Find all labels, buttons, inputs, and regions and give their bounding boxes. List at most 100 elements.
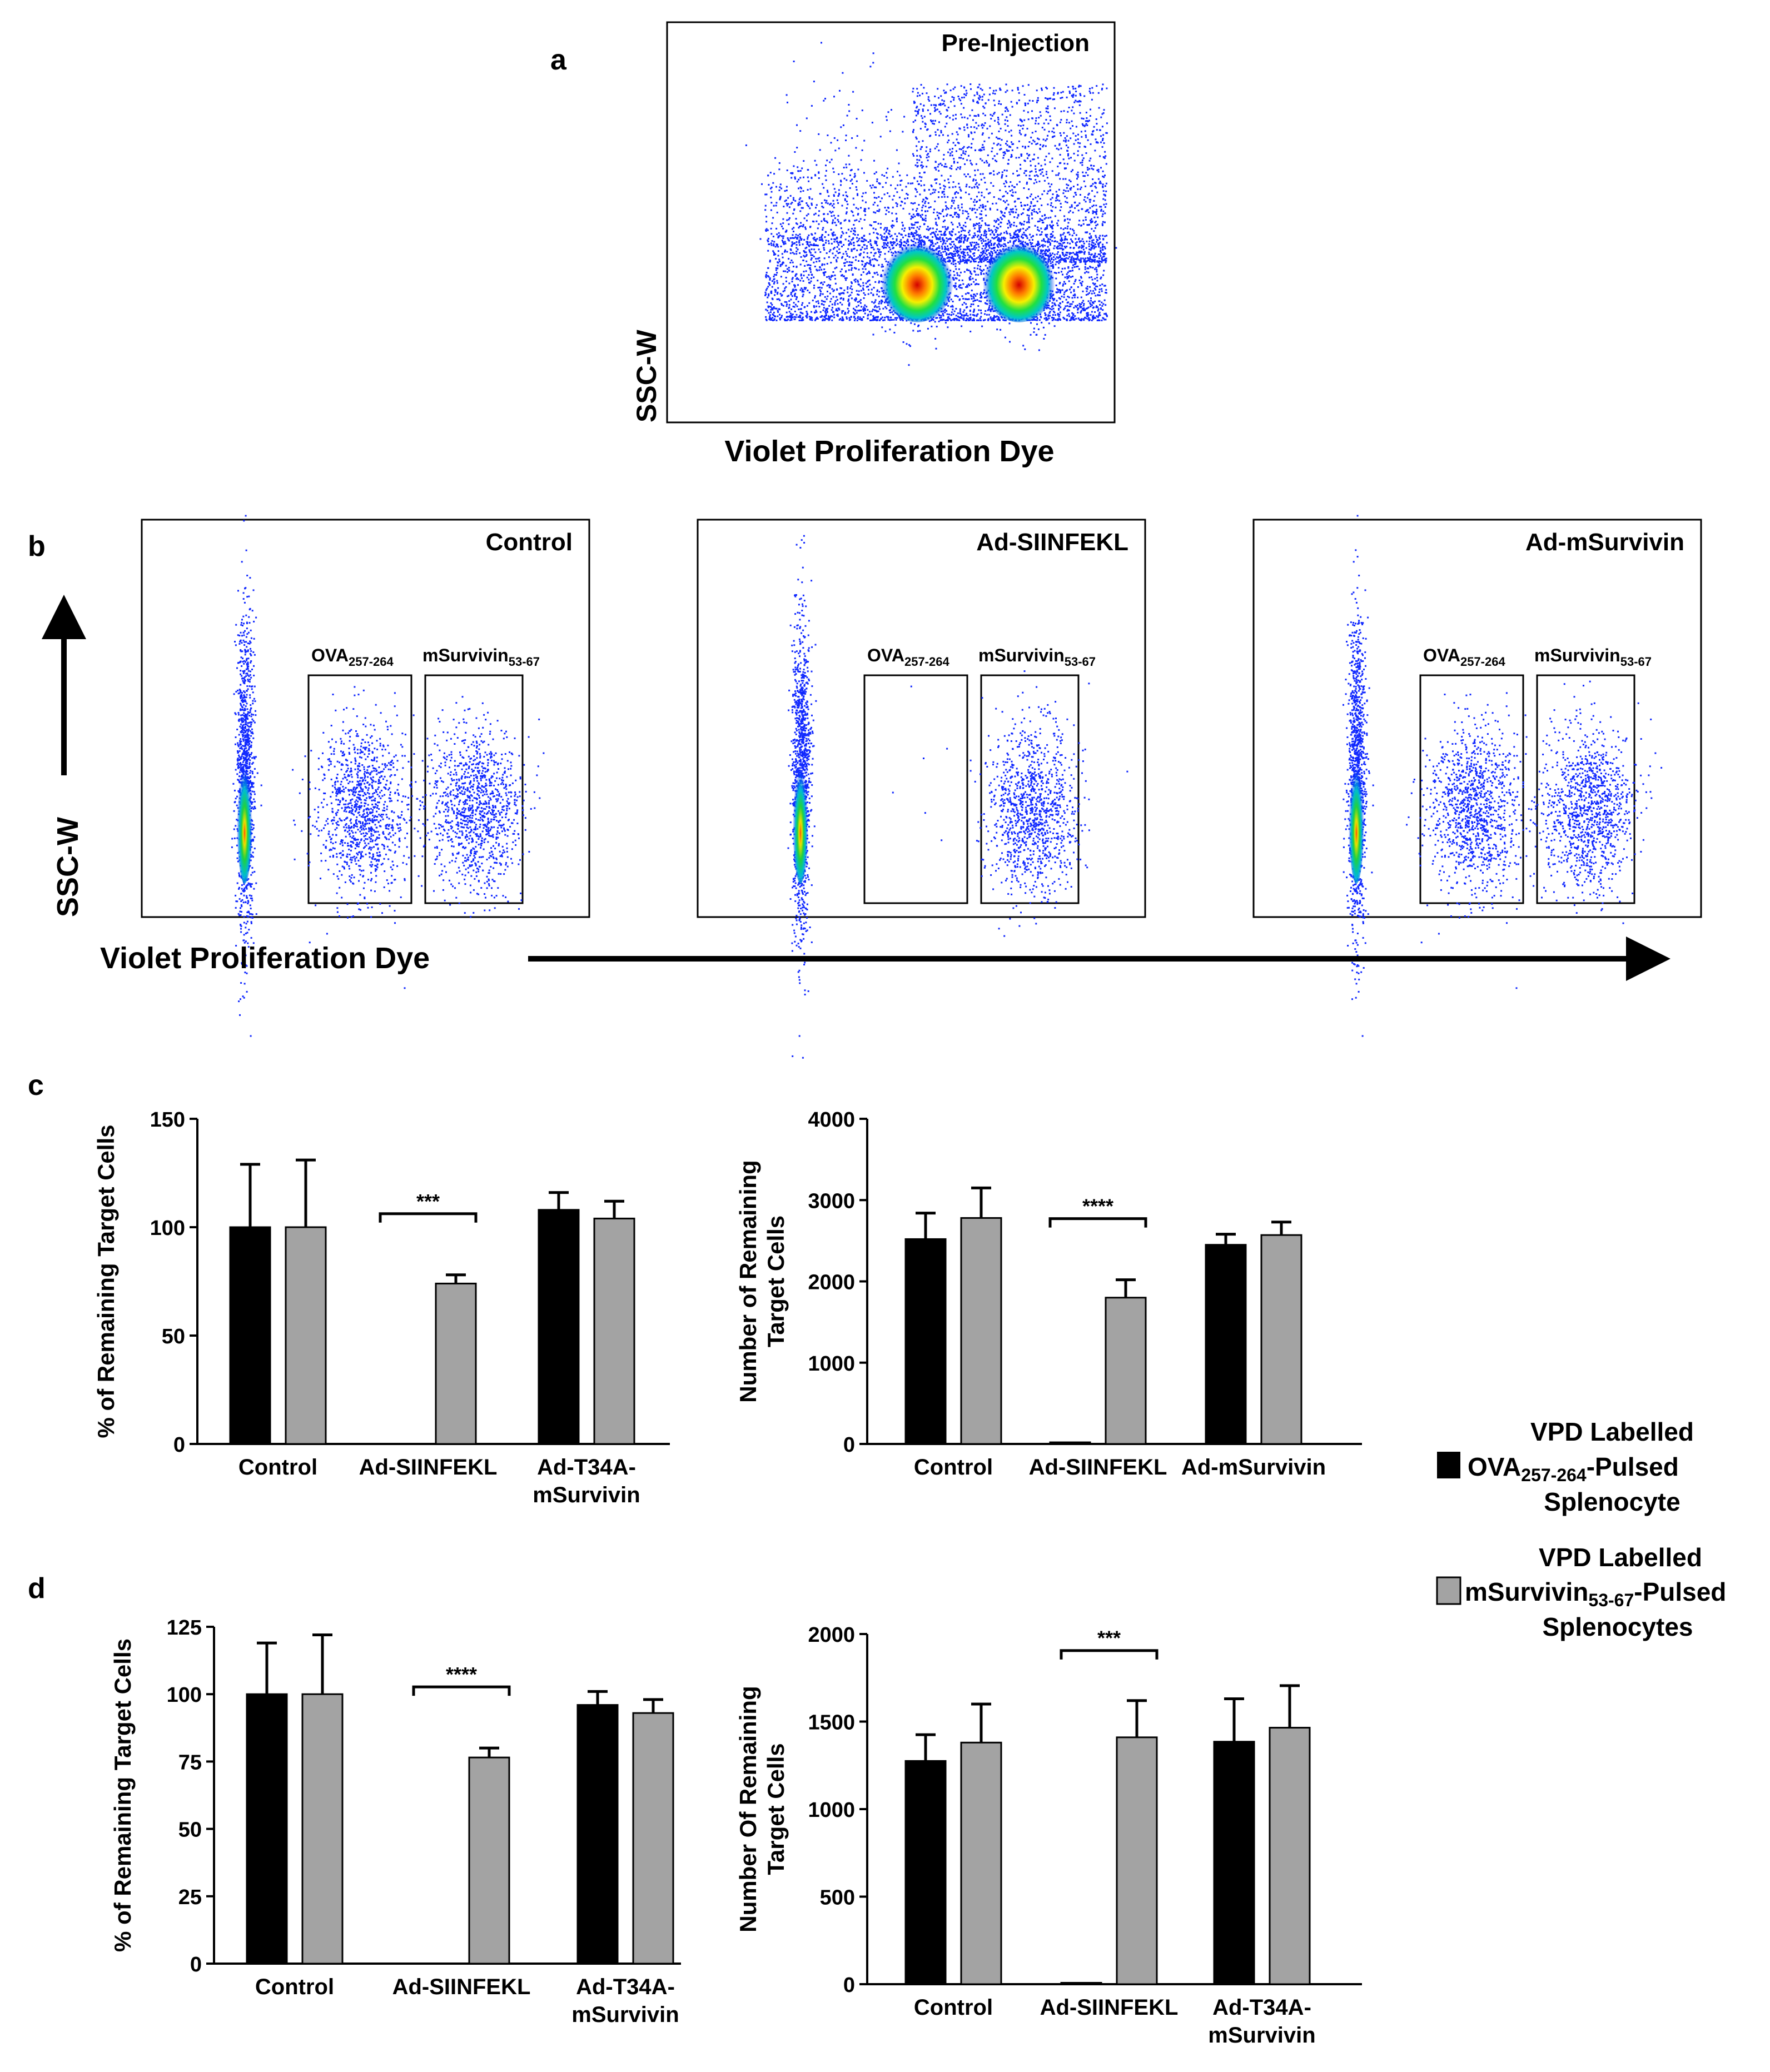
gate-ova-label: OVA257-264 (867, 645, 949, 669)
category-label: Ad-SIINFEKL (392, 1975, 531, 1999)
panel-letter-c: c (28, 1069, 44, 1102)
gate-msurvivin (424, 674, 524, 904)
panel-a-xlabel: Violet Proliferation Dye (724, 435, 1054, 468)
panel-b-frame (697, 519, 1146, 918)
gate-ova-sub: 257-264 (904, 655, 950, 669)
y-tick-label: 0 (843, 1974, 855, 1997)
y-axis-label: % of Remaining Target Cells (93, 1125, 119, 1438)
category-label: Ad-T34A- (576, 1975, 675, 1999)
legend-msurv-line3: Splenocytes (1543, 1612, 1693, 1641)
legend-msurv-suffix: -Pulsed (1634, 1577, 1726, 1606)
legend-ova-line2: OVA257-264-Pulsed (1468, 1452, 1679, 1485)
legend-msurv-name: mSurvivin (1465, 1577, 1588, 1606)
category-label: Ad-T34A- (537, 1455, 636, 1480)
significance-bracket (379, 1212, 478, 1223)
category-label: Ad-SIINFEKL (359, 1455, 498, 1480)
gate-ova-sub: 257-264 (349, 655, 394, 669)
y-axis-label: Target Cells (763, 1216, 789, 1347)
significance-label: *** (1097, 1627, 1121, 1650)
panel-b-plot-title: Ad-SIINFEKL (976, 529, 1128, 556)
bar-msurvivin (632, 1712, 674, 1965)
significance-bracket (1060, 1649, 1159, 1660)
gate-ova-name: OVA (867, 645, 904, 665)
legend-ova-line1: VPD Labelled (1530, 1417, 1694, 1446)
panel-letter-d: d (28, 1572, 46, 1605)
category-label: Control (238, 1455, 317, 1480)
gate-msurvivin-name: mSurvivin (422, 645, 509, 665)
y-tick-label: 3000 (808, 1189, 855, 1213)
y-tick-label: 125 (167, 1616, 202, 1640)
panel-a-left-cloud (764, 167, 913, 246)
chart-c-left: 0 50 100 150 % of Remaining Target Cells Cont… (93, 1108, 670, 1507)
gate-msurvivin-label: mSurvivin53-67 (422, 645, 540, 669)
bar-msurvivin (593, 1217, 635, 1445)
gate-msurvivin-sub: 53-67 (509, 655, 540, 669)
panel-b-xlabel: Violet Proliferation Dye (100, 942, 430, 975)
panel-b-plot-3: Ad-mSurvivin OVA257-264 mSurvivin53-67 (1252, 515, 1702, 1037)
y-tick-label: 25 (178, 1886, 202, 1909)
y-tick-label: 50 (178, 1819, 202, 1842)
bar-msurvivin (301, 1693, 344, 1965)
y-tick-label: 75 (178, 1751, 202, 1774)
category-label: Ad-SIINFEKL (1029, 1455, 1167, 1480)
gate-msurvivin-events (400, 696, 545, 918)
y-tick-label: 1000 (808, 1352, 855, 1376)
gate-ova-name: OVA (311, 645, 349, 665)
y-axis-label: Target Cells (763, 1743, 789, 1875)
gate-ova (863, 674, 968, 904)
panel-b-column-density (1349, 750, 1364, 884)
y-tick-label: 4000 (808, 1108, 855, 1132)
panel-a-hotspot-2 (983, 239, 1055, 322)
category-label: Ad-T34A- (1212, 1995, 1311, 2020)
panel-a-sparse-events (745, 42, 943, 280)
panel-b-plot-2: Ad-SIINFEKL OVA257-264 mSurvivin53-67 (697, 519, 1146, 1059)
legend-ova-swatch (1437, 1452, 1460, 1478)
significance-label: **** (446, 1663, 477, 1686)
bar-msurvivin (1116, 1736, 1158, 1985)
y-tick-label: 1000 (808, 1799, 855, 1822)
y-tick-label: 0 (190, 1953, 202, 1976)
bar-ova (246, 1693, 288, 1965)
bar-msurvivin (435, 1282, 477, 1445)
legend: VPD Labelled OVA257-264-Pulsed Splenocyt… (1436, 1417, 1726, 1641)
gate-msurvivin-events (969, 670, 1128, 937)
chart-c-right: 0 1000 2000 3000 4000 Number of Remaining Targ… (735, 1108, 1362, 1480)
gate-msurvivin-name: mSurvivin (978, 645, 1065, 665)
y-tick-label: 50 (162, 1325, 185, 1348)
bar-msurvivin (960, 1217, 1002, 1445)
panel-b-frame (1252, 519, 1702, 918)
gate-ova (1419, 674, 1524, 904)
gate-ova-label: OVA257-264 (1423, 645, 1505, 669)
y-tick-label: 2000 (808, 1623, 855, 1647)
category-label: mSurvivin (533, 1483, 640, 1507)
panel-b-column-density (237, 750, 252, 884)
panel-a-title: Pre-Injection (942, 29, 1090, 57)
category-label: Ad-mSurvivin (1181, 1455, 1326, 1480)
y-axis-label: Number Of Remaining (735, 1686, 761, 1932)
y-tick-label: 2000 (808, 1271, 855, 1294)
panel-b-column-density (793, 750, 808, 884)
gate-ova-sub: 257-264 (1460, 655, 1506, 669)
panel-a-ylabel: SSC-W (631, 330, 662, 422)
gate-msurvivin-sub: 53-67 (1620, 655, 1652, 669)
bar-msurvivin (1105, 1297, 1147, 1445)
bar-msurvivin (1269, 1727, 1311, 1985)
y-axis-label: Number of Remaining (735, 1160, 761, 1402)
legend-msurv-line1: VPD Labelled (1539, 1543, 1702, 1572)
gate-ova (307, 674, 412, 904)
legend-msurv-swatch (1436, 1576, 1461, 1605)
bar-msurvivin (1260, 1234, 1302, 1445)
gate-msurvivin-name: mSurvivin (1534, 645, 1620, 665)
bar-charts: 0 50 100 150 % of Remaining Target Cells Cont… (93, 1108, 1362, 2048)
panel-b-frame (141, 519, 590, 918)
chart-d-left: 0 25 50 75 100 125 % of Remaining Target Cells… (110, 1616, 681, 2027)
gate-ova-name: OVA (1423, 645, 1460, 665)
category-label: Control (914, 1455, 993, 1480)
bar-ova (576, 1704, 619, 1965)
legend-ova-sub: 257-264 (1521, 1465, 1587, 1485)
gate-msurvivin-label: mSurvivin53-67 (978, 645, 1096, 669)
bar-ova (229, 1226, 271, 1445)
bar-ova (1213, 1741, 1255, 1985)
gate-msurvivin-sub: 53-67 (1065, 655, 1096, 669)
